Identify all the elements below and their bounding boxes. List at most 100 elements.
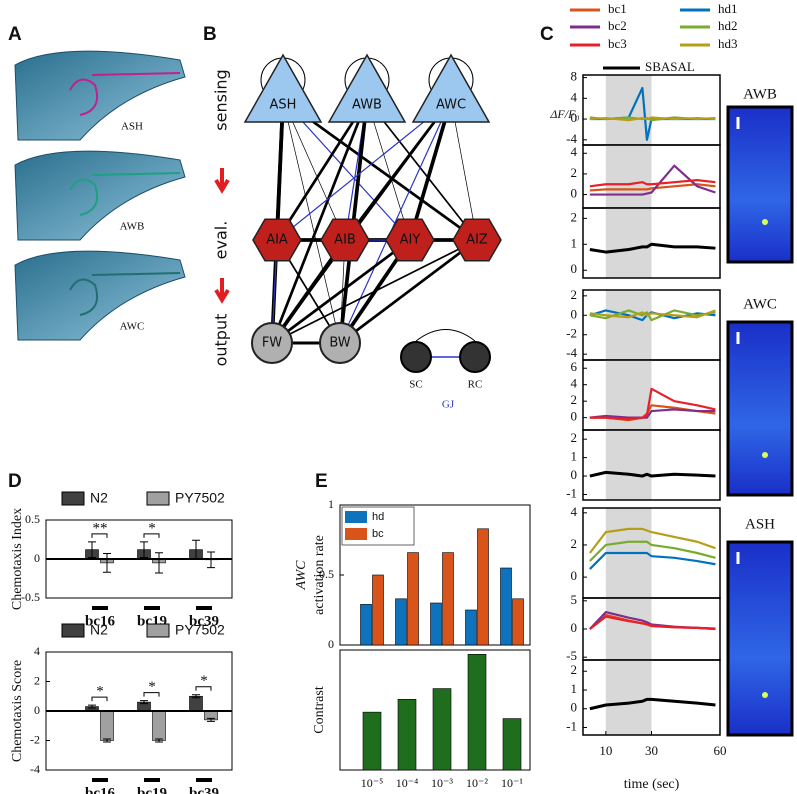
y-tick-label: 0 <box>571 700 578 715</box>
y-tick-label: 2 <box>571 430 578 445</box>
y-axis-label: Chemotaxis Score <box>10 660 25 762</box>
legend-swatch <box>61 623 85 638</box>
significance-bracket <box>143 533 160 538</box>
cell-spot <box>762 452 768 458</box>
node-label: BW <box>329 336 350 351</box>
x-tick-label: 60 <box>714 743 727 758</box>
x-tick-label: 30 <box>645 743 658 758</box>
significance-label: * <box>200 673 208 689</box>
synapse <box>282 99 411 241</box>
y-tick-label: 0 <box>328 637 334 651</box>
synapse <box>408 99 453 241</box>
cell-spot <box>762 219 768 225</box>
synapse <box>276 99 452 241</box>
synapse <box>366 99 411 241</box>
category-label: bc16 <box>85 785 116 794</box>
bar <box>407 552 419 646</box>
error-bar <box>140 700 148 705</box>
significance-label: * <box>148 520 156 536</box>
y-tick-label: 8 <box>571 69 578 84</box>
node-shape <box>251 322 293 364</box>
y-tick-label: -1 <box>566 718 577 733</box>
legend-label: PY7502 <box>175 490 225 506</box>
y-tick-label: 4 <box>571 504 578 519</box>
y-tick-label: -0.5 <box>21 590 40 604</box>
trace <box>589 540 716 562</box>
error-bar <box>88 541 96 558</box>
node-shape <box>327 53 407 123</box>
key-node <box>459 341 491 373</box>
y-tick-label: 1 <box>571 235 578 250</box>
flow-arrow <box>214 168 230 194</box>
y-tick-label: 6 <box>571 359 578 374</box>
neuron <box>69 172 181 216</box>
significance-label: ** <box>93 520 108 536</box>
bar <box>362 711 382 771</box>
trace <box>589 309 716 319</box>
y-tick-label: 1 <box>571 449 578 464</box>
legend-label: hd3 <box>718 36 738 51</box>
neuron <box>69 72 181 116</box>
flow-arrow <box>214 278 230 304</box>
y-tick-label: 0 <box>571 467 578 482</box>
y-tick-label: 0.5 <box>25 512 40 526</box>
y-axis-label: ΔF/F₀ <box>549 107 579 121</box>
trace <box>589 242 716 254</box>
bar <box>152 710 166 741</box>
category-label: bc19 <box>137 785 167 794</box>
legend-label: hd1 <box>718 1 738 16</box>
image-label: ASH <box>745 516 775 532</box>
synapse <box>339 238 478 345</box>
legend-label: bc3 <box>608 36 627 51</box>
panel-letter: D <box>8 471 22 492</box>
y-tick-label: 0 <box>571 186 578 201</box>
cell-spot <box>762 692 768 698</box>
trace <box>589 615 716 630</box>
key-node <box>400 341 432 373</box>
trace <box>589 387 716 421</box>
node-label: AWC <box>436 98 466 113</box>
y-tick-label: -4 <box>566 345 577 360</box>
neuron-label: AWC <box>120 321 145 333</box>
layer-label: eval. <box>212 221 231 260</box>
synapse <box>282 99 346 241</box>
node-label: FW <box>262 336 282 351</box>
y-tick-label: 4 <box>34 644 40 658</box>
legend-label: bc <box>372 528 384 540</box>
bar <box>477 528 489 646</box>
synapse <box>339 99 452 344</box>
error-bar <box>155 552 163 574</box>
bar <box>395 598 407 646</box>
y-axis-label: Contrast <box>312 686 327 734</box>
stimulus-shade <box>605 598 652 660</box>
fluorescence-image <box>726 320 794 497</box>
bar <box>100 710 114 741</box>
x-tick-label: 10 <box>599 743 612 758</box>
y-tick-label: 1 <box>571 681 578 696</box>
y-axis-label: AWC <box>294 560 309 591</box>
synapse <box>282 99 341 344</box>
y-tick-label: 0 <box>571 568 578 583</box>
y-tick-label: 5 <box>571 592 578 607</box>
bar <box>397 698 417 771</box>
node-shape <box>385 218 435 262</box>
legend-label: hd2 <box>718 18 738 33</box>
node-label: ASH <box>270 98 297 113</box>
image-label: AWC <box>743 296 777 312</box>
y-tick-label: -2 <box>566 326 577 341</box>
synapse <box>366 99 478 241</box>
legend-label: hd <box>372 511 384 523</box>
y-tick-label: 0 <box>571 620 578 635</box>
y-tick-label: 2 <box>571 209 578 224</box>
trace <box>589 183 716 192</box>
trace <box>589 551 716 570</box>
node-label: AIZ <box>466 233 488 248</box>
significance-bracket <box>91 696 108 702</box>
error-bar <box>207 717 215 722</box>
y-tick-label: 0.5 <box>319 567 334 581</box>
significance-bracket <box>195 686 212 691</box>
y-tick-label: 2 <box>571 165 578 180</box>
significance-label: * <box>148 679 156 695</box>
panel-letter: C <box>540 24 554 45</box>
bar <box>360 604 372 646</box>
